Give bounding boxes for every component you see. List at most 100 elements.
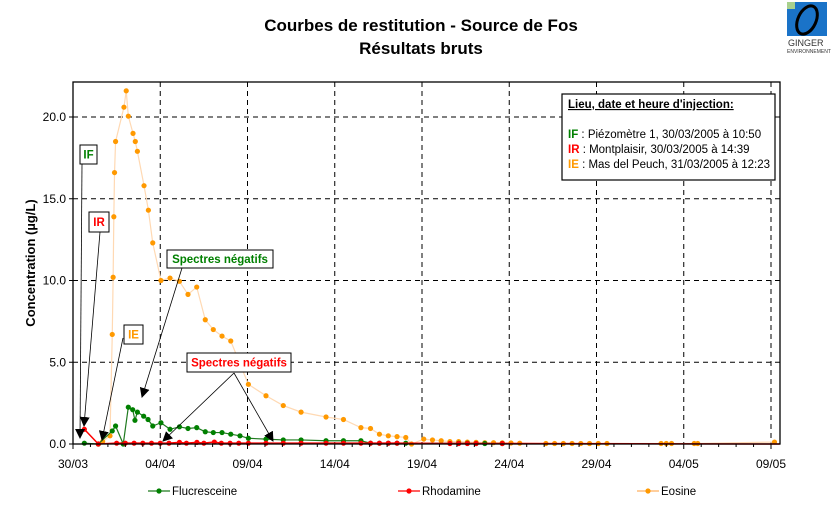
annotation-spectres-n-gatifs: Spectres négatifs xyxy=(162,352,292,442)
annotation-box xyxy=(123,324,144,345)
data-point xyxy=(376,440,383,446)
annotation-label: IE xyxy=(128,330,139,342)
data-point xyxy=(358,425,364,431)
x-tick-label: 14/04 xyxy=(320,457,350,471)
annotation-arrow xyxy=(98,337,124,441)
data-point xyxy=(340,416,347,423)
data-point xyxy=(114,440,120,446)
data-point xyxy=(385,433,391,439)
data-point xyxy=(176,424,183,430)
data-point xyxy=(385,440,391,446)
data-point xyxy=(237,433,243,439)
data-point xyxy=(245,435,251,441)
info-box: Lieu, date et heure d'injection: IF : Pi… xyxy=(561,93,776,181)
data-point xyxy=(210,326,216,333)
annotation-ie: IE xyxy=(98,324,144,441)
legend-item-eosine: Eosine xyxy=(637,486,696,498)
chart-title: Courbes de restitution - Source de Fos xyxy=(264,16,578,35)
data-point xyxy=(130,130,136,136)
data-point xyxy=(194,284,200,290)
data-point xyxy=(158,277,164,284)
data-point xyxy=(145,416,151,423)
data-point xyxy=(438,438,444,444)
legend-item-rhodamine: Rhodamine xyxy=(398,486,481,498)
data-point xyxy=(148,440,155,446)
data-point xyxy=(131,440,137,446)
data-point xyxy=(111,169,118,176)
injection-code: IR xyxy=(568,144,580,156)
annotation-box xyxy=(79,144,98,165)
annotation-arrow xyxy=(79,231,101,427)
data-point xyxy=(158,420,164,426)
data-point xyxy=(166,440,172,446)
data-point xyxy=(228,431,234,437)
annotation-box xyxy=(88,211,110,233)
data-point xyxy=(141,413,147,419)
data-point xyxy=(202,317,208,323)
x-tick-label: 19/04 xyxy=(407,457,437,471)
annotation-label: Spectres négatifs xyxy=(191,358,287,370)
data-point xyxy=(150,423,156,429)
legend-marker xyxy=(156,488,162,494)
svg-text:GINGER: GINGER xyxy=(788,38,824,48)
data-point xyxy=(121,104,127,110)
data-point xyxy=(194,425,200,431)
x-tick-label: 24/04 xyxy=(494,457,524,471)
data-point xyxy=(340,440,347,446)
info-row: IR : Montplaisir, 30/03/2005 à 14:39 xyxy=(568,144,750,156)
injection-detail: : Montplaisir, 30/03/2005 à 14:39 xyxy=(580,144,750,156)
legend-marker xyxy=(645,488,651,494)
data-point xyxy=(323,440,329,446)
data-point xyxy=(150,240,156,246)
x-tick-label: 04/04 xyxy=(145,457,175,471)
injection-code: IF xyxy=(568,129,578,141)
data-point xyxy=(167,426,173,432)
data-point xyxy=(210,429,216,436)
data-point xyxy=(245,440,251,446)
chart-subtitle: Résultats bruts xyxy=(359,39,483,58)
data-point xyxy=(81,426,87,432)
data-point xyxy=(367,440,374,446)
data-point xyxy=(141,183,147,189)
x-tick-label: 09/04 xyxy=(232,457,262,471)
data-point xyxy=(394,434,400,440)
info-row: IF : Piézomètre 1, 30/03/2005 à 10:50 xyxy=(568,129,761,141)
annotation-arrow xyxy=(139,267,183,398)
data-point xyxy=(376,431,383,437)
data-point xyxy=(280,402,286,409)
data-point xyxy=(110,274,116,280)
data-point xyxy=(132,417,138,423)
data-point xyxy=(125,404,131,410)
annotation-box xyxy=(186,352,292,373)
plot-area xyxy=(72,81,781,445)
y-tick-label: 0.0 xyxy=(49,437,66,451)
data-point xyxy=(263,393,269,399)
data-point xyxy=(219,429,225,436)
info-row: IE : Mas del Peuch, 31/03/2005 à 12:23 xyxy=(568,159,770,171)
svg-text:ENVIRONNEMENT: ENVIRONNEMENT xyxy=(787,49,831,55)
data-point xyxy=(201,440,207,446)
series-line xyxy=(83,428,780,445)
legend-label: Flucresceine xyxy=(172,486,237,498)
annotation-arrow xyxy=(162,372,235,442)
annotation-spectres-n-gatifs: Spectres négatifs xyxy=(139,249,274,398)
data-point xyxy=(145,207,151,213)
data-point xyxy=(236,440,242,446)
annotation-arrow xyxy=(233,372,274,442)
data-point xyxy=(280,440,286,446)
data-point xyxy=(134,148,140,154)
x-tick-label: 04/05 xyxy=(669,457,699,471)
annotation-arrow xyxy=(75,163,86,439)
data-point xyxy=(245,381,251,387)
data-point xyxy=(185,291,191,297)
y-tick-label: 5.0 xyxy=(49,355,66,369)
data-point xyxy=(109,331,115,338)
injection-detail: : Mas del Peuch, 31/03/2005 à 12:23 xyxy=(579,159,770,171)
legend-label: Rhodamine xyxy=(422,486,481,498)
data-point xyxy=(167,275,173,281)
legend-label: Eosine xyxy=(661,486,696,498)
data-point xyxy=(421,436,427,442)
y-axis-label: Concentration (µg/L) xyxy=(23,199,38,326)
data-point xyxy=(429,437,436,443)
